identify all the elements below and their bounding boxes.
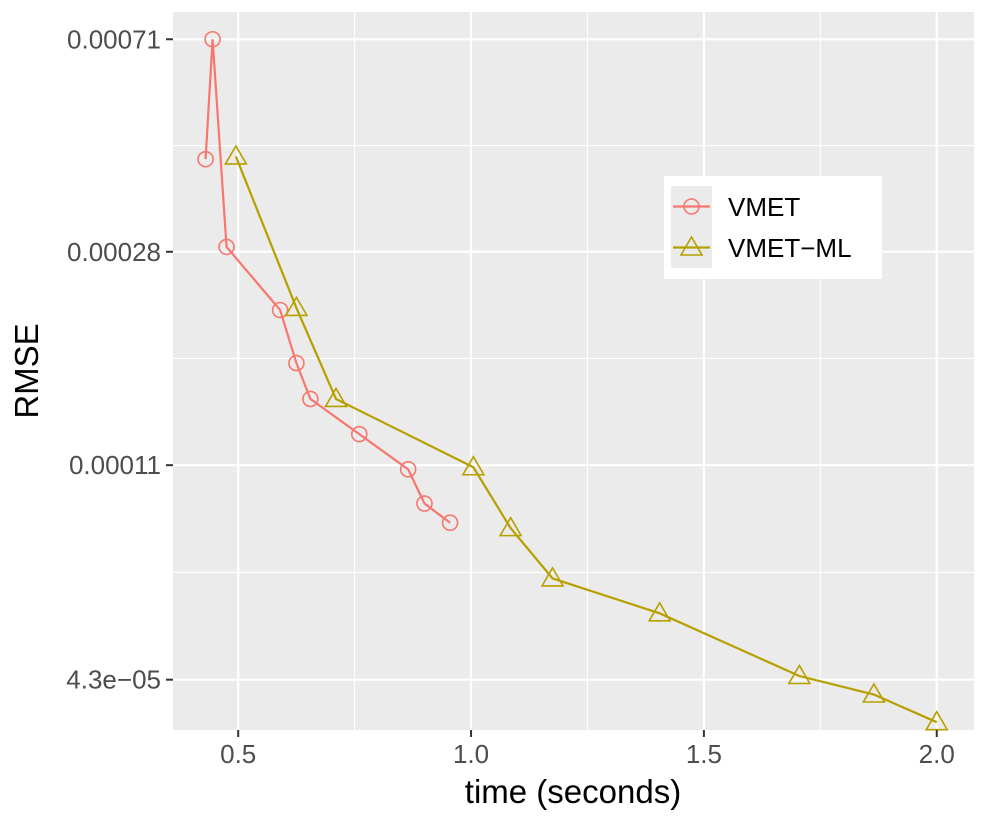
data-point-vmet: [350, 425, 368, 443]
data-point-vmet-ml: [924, 710, 949, 731]
data-point-vmet: [197, 150, 214, 168]
legend: VMET VMET−ML: [664, 176, 882, 279]
legend-label-vmet: VMET: [728, 192, 800, 222]
minor-gridlines: [173, 12, 974, 730]
x-tick-label: 0.5: [220, 739, 256, 769]
y-axis-title: RMSE: [8, 323, 45, 418]
series-line-vmet-ml: [234, 156, 938, 724]
x-tick-label: 1.0: [453, 739, 489, 769]
x-tick-label: 2.0: [919, 739, 955, 769]
data-point-vmet-ml: [540, 566, 565, 587]
y-tick-label: 0.00011: [69, 450, 161, 480]
data-point-vmet: [416, 495, 433, 512]
legend-marker-vmet-ml: [679, 235, 704, 256]
legend-label-vmet-ml: VMET−ML: [728, 233, 852, 263]
data-point-vmet-ml: [461, 455, 486, 476]
x-tick-label: 1.5: [686, 739, 722, 769]
data-point-vmet-ml: [498, 516, 523, 537]
data-point-vmet-ml: [861, 682, 886, 703]
plot-panel: [173, 12, 974, 730]
data-point-vmet: [441, 514, 459, 532]
data-point-vmet-ml: [647, 601, 672, 622]
data-point-vmet-ml: [787, 663, 812, 685]
axes: 0.5 1.0 1.5 2.0 4.3e−05 0.00011 0.00028 0.00071: [66, 24, 955, 769]
series-layer: [197, 30, 949, 731]
x-axis-title: time (seconds): [465, 773, 681, 810]
series-vmet: [197, 30, 459, 532]
data-point-vmet-ml: [324, 386, 348, 408]
y-tick-label: 4.3e−05: [66, 665, 161, 695]
y-tick-label: 0.00028: [67, 237, 161, 267]
data-point-vmet: [302, 390, 319, 408]
data-point-vmet-ml: [284, 295, 309, 317]
data-point-vmet: [288, 354, 305, 372]
data-point-vmet: [218, 238, 235, 256]
data-point-vmet: [204, 30, 221, 48]
legend-marker-vmet: [683, 198, 700, 215]
data-point-vmet: [399, 461, 417, 478]
data-point-vmet-ml: [223, 144, 248, 165]
y-tick-label: 0.00071: [67, 24, 161, 54]
series-vmet-ml: [223, 144, 949, 731]
series-line-vmet: [204, 39, 451, 524]
legend-keys: [673, 198, 710, 256]
data-point-vmet: [271, 301, 289, 319]
